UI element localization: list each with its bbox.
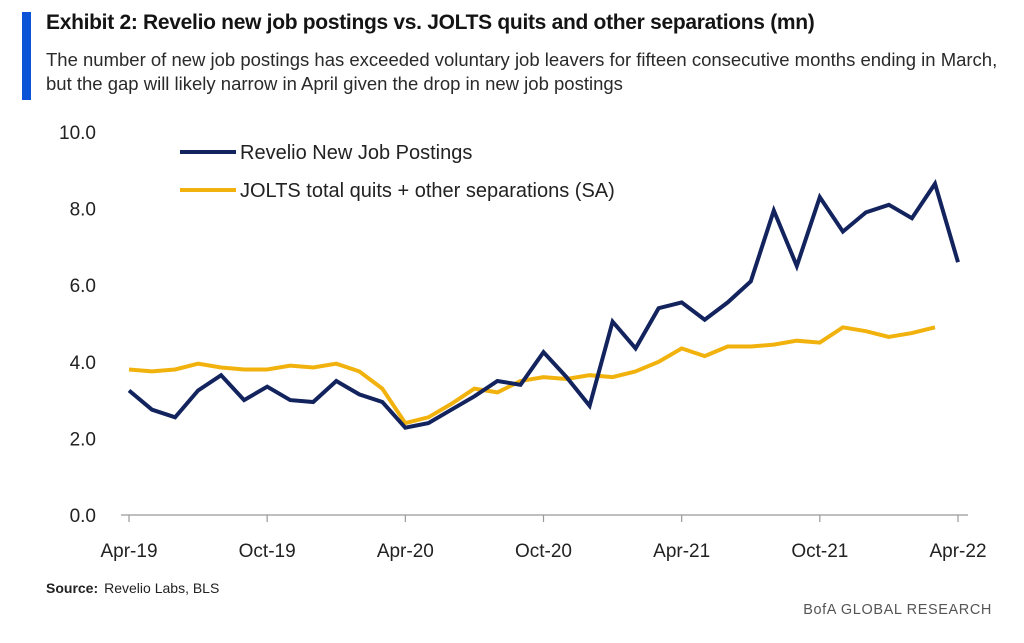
x-tick-label: Oct-19 <box>239 541 296 562</box>
source-text: Revelio Labs, BLS <box>104 580 220 596</box>
x-tick-label: Apr-21 <box>653 541 710 562</box>
y-tick-label: 8.0 <box>70 200 96 221</box>
series-line-revelio <box>127 179 960 430</box>
legend-label-revelio: Revelio New Job Postings <box>240 142 472 164</box>
chart-title: Exhibit 2: Revelio new job postings vs. … <box>46 11 815 34</box>
source-label: Source: <box>46 580 99 596</box>
x-tick-label: Apr-22 <box>929 541 986 562</box>
legend: Revelio New Job Postings JOLTS total quit… <box>180 142 615 202</box>
x-tick-label: Apr-19 <box>100 541 157 562</box>
y-tick-label: 4.0 <box>70 353 96 374</box>
y-tick-label: 2.0 <box>70 429 96 450</box>
brand-label: BofA GLOBAL RESEARCH <box>803 602 992 618</box>
source-note: Source: Revelio Labs, BLS <box>46 580 219 596</box>
y-tick-label: 6.0 <box>70 276 96 297</box>
x-tick-label: Oct-20 <box>515 541 572 562</box>
chart-subtitle: The number of new job postings has excee… <box>46 49 998 94</box>
x-tick-label: Oct-21 <box>791 541 848 562</box>
x-tick-label: Apr-20 <box>377 541 434 562</box>
series-layer <box>127 179 960 430</box>
legend-label-jolts: JOLTS total quits + other separations (S… <box>240 180 615 202</box>
y-tick-label: 10.0 <box>59 123 96 144</box>
y-tick-label: 0.0 <box>70 506 96 527</box>
y-axis: 0.0 2.0 4.0 6.0 8.0 10.0 <box>59 123 96 527</box>
x-axis: Apr-19 Oct-19 Apr-20 Oct-20 Apr-21 Oct-21 Apr-… <box>100 515 987 562</box>
accent-bar <box>22 12 31 100</box>
series-line-jolts <box>128 325 936 426</box>
